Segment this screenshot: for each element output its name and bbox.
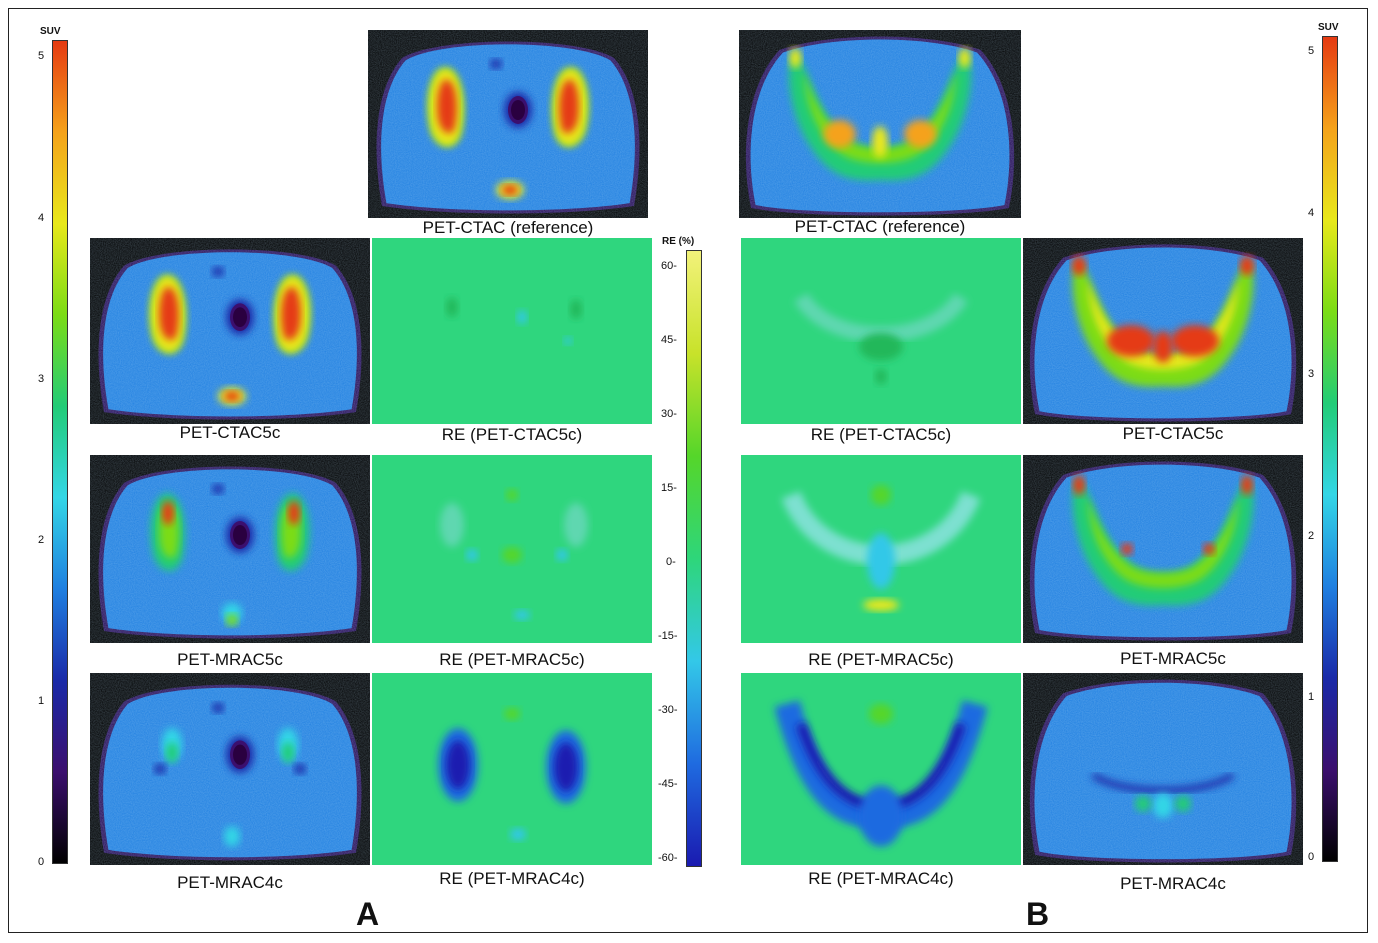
panel-label-b: B [1026, 896, 1050, 932]
caption-a-mrac4c: PET-MRAC4c [177, 873, 283, 892]
re-tick: 30- [661, 408, 677, 420]
caption-b-reference: PET-CTAC (reference) [794, 217, 966, 236]
suv-scale-title-right: SUV [1318, 22, 1339, 33]
caption-a-re-ctac5c: RE (PET-CTAC5c) [441, 425, 583, 444]
re-scale-title: RE (%) [662, 236, 695, 247]
pet-image-a-reference [368, 30, 648, 218]
re-map-b-mrac5c [741, 455, 1021, 643]
pet-image-a-ctac5c [90, 238, 370, 424]
pet-image-b-mrac4c [1023, 673, 1303, 865]
suv-tick: 1 [38, 695, 45, 707]
pet-image-a-mrac5c [90, 455, 370, 643]
suv-tick: 3 [38, 373, 45, 385]
figure-frame [8, 8, 1368, 933]
re-tick: -15- [658, 630, 678, 642]
suv-tick: 5 [38, 50, 45, 62]
suv-tick: 4 [38, 212, 45, 224]
re-map-a-mrac4c [372, 673, 652, 865]
caption-a-re-mrac5c: RE (PET-MRAC5c) [439, 650, 585, 669]
re-map-b-mrac4c [741, 673, 1021, 865]
re-tick: 45- [661, 334, 677, 346]
re-tick: 60- [661, 260, 677, 272]
suv-tick: 0 [1308, 851, 1315, 863]
re-colorbar [686, 250, 702, 867]
re-tick: -45- [658, 778, 678, 790]
suv-tick: 1 [1308, 691, 1315, 703]
caption-b-re-mrac4c: RE (PET-MRAC4c) [808, 869, 954, 888]
caption-b-re-ctac5c: RE (PET-CTAC5c) [810, 425, 952, 444]
pet-image-b-ctac5c [1023, 238, 1303, 424]
re-map-a-mrac5c [372, 455, 652, 643]
suv-tick: 0 [38, 856, 45, 868]
pet-image-a-mrac4c [90, 673, 370, 865]
pet-image-b-reference [739, 30, 1021, 218]
pet-image-b-mrac5c [1023, 455, 1303, 643]
re-tick: 0- [666, 556, 676, 568]
caption-b-mrac5c: PET-MRAC5c [1120, 649, 1226, 668]
suv-colorbar-left [52, 40, 68, 864]
re-tick: 15- [661, 482, 677, 494]
suv-tick: 4 [1308, 207, 1315, 219]
caption-a-reference: PET-CTAC (reference) [422, 218, 594, 237]
suv-tick: 2 [1308, 530, 1315, 542]
suv-tick: 3 [1308, 368, 1315, 380]
suv-tick: 2 [38, 534, 45, 546]
re-map-b-ctac5c [741, 238, 1021, 424]
caption-a-mrac5c: PET-MRAC5c [177, 650, 283, 669]
caption-b-ctac5c: PET-CTAC5c [1122, 424, 1224, 443]
re-map-a-ctac5c [372, 238, 652, 424]
re-tick: -60- [658, 852, 678, 864]
panel-label-a: A [356, 896, 380, 932]
re-tick: -30- [658, 704, 678, 716]
caption-b-mrac4c: PET-MRAC4c [1120, 874, 1226, 893]
suv-scale-title-left: SUV [40, 26, 61, 37]
caption-a-re-mrac4c: RE (PET-MRAC4c) [439, 869, 585, 888]
suv-colorbar-right [1322, 36, 1338, 862]
caption-b-re-mrac5c: RE (PET-MRAC5c) [808, 650, 954, 669]
caption-a-ctac5c: PET-CTAC5c [179, 423, 281, 442]
suv-tick: 5 [1308, 45, 1315, 57]
